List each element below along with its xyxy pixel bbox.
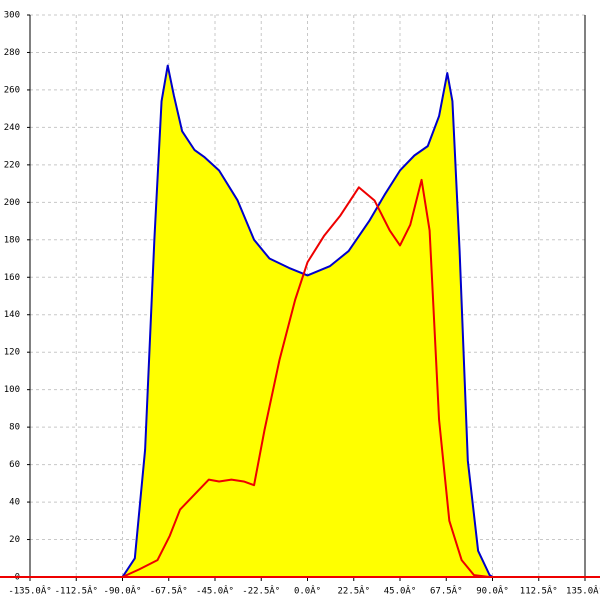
line [122, 178, 490, 578]
x-tick-label: -135.0Â° [8, 585, 51, 597]
y-tick-label: 220 [4, 160, 20, 170]
y-tick-label: 280 [4, 48, 20, 58]
x-tick-label: 112.5Â° [520, 585, 558, 597]
x-tick-label: 90.0Â° [476, 585, 509, 597]
y-tick-label: 140 [4, 310, 20, 320]
y-tick-label: 120 [4, 348, 20, 358]
y-tick-label: 160 [4, 273, 20, 283]
y-tick-label: 20 [9, 535, 20, 545]
x-tick-label: 135.0Â° [566, 585, 600, 597]
x-tick-label: -112.5Â° [55, 585, 98, 597]
x-tick-label: 45.0Â° [384, 585, 417, 597]
x-tick-label: -22.5Â° [242, 585, 280, 597]
y-tick-label: 300 [4, 11, 20, 21]
x-tick-label: -90.0Â° [104, 585, 142, 597]
y-tick-label: 80 [9, 423, 20, 433]
x-tick-label: 22.5Â° [337, 585, 370, 597]
y-tick-label: 40 [9, 498, 20, 508]
y-tick-label: 180 [4, 235, 20, 245]
x-tick-label: -67.5Â° [150, 585, 188, 597]
area [121, 64, 494, 578]
x-tick-label: 67.5Â° [430, 585, 463, 597]
y-tick-label: 260 [4, 85, 20, 95]
y-tick-label: 200 [4, 198, 20, 208]
y-tick-label: 60 [9, 460, 20, 470]
x-tick-label: 0.0Â° [294, 585, 321, 597]
x-tick-label: -45.0Â° [196, 585, 234, 597]
y-tick-label: 240 [4, 123, 20, 133]
y-tick-label: 100 [4, 385, 20, 395]
